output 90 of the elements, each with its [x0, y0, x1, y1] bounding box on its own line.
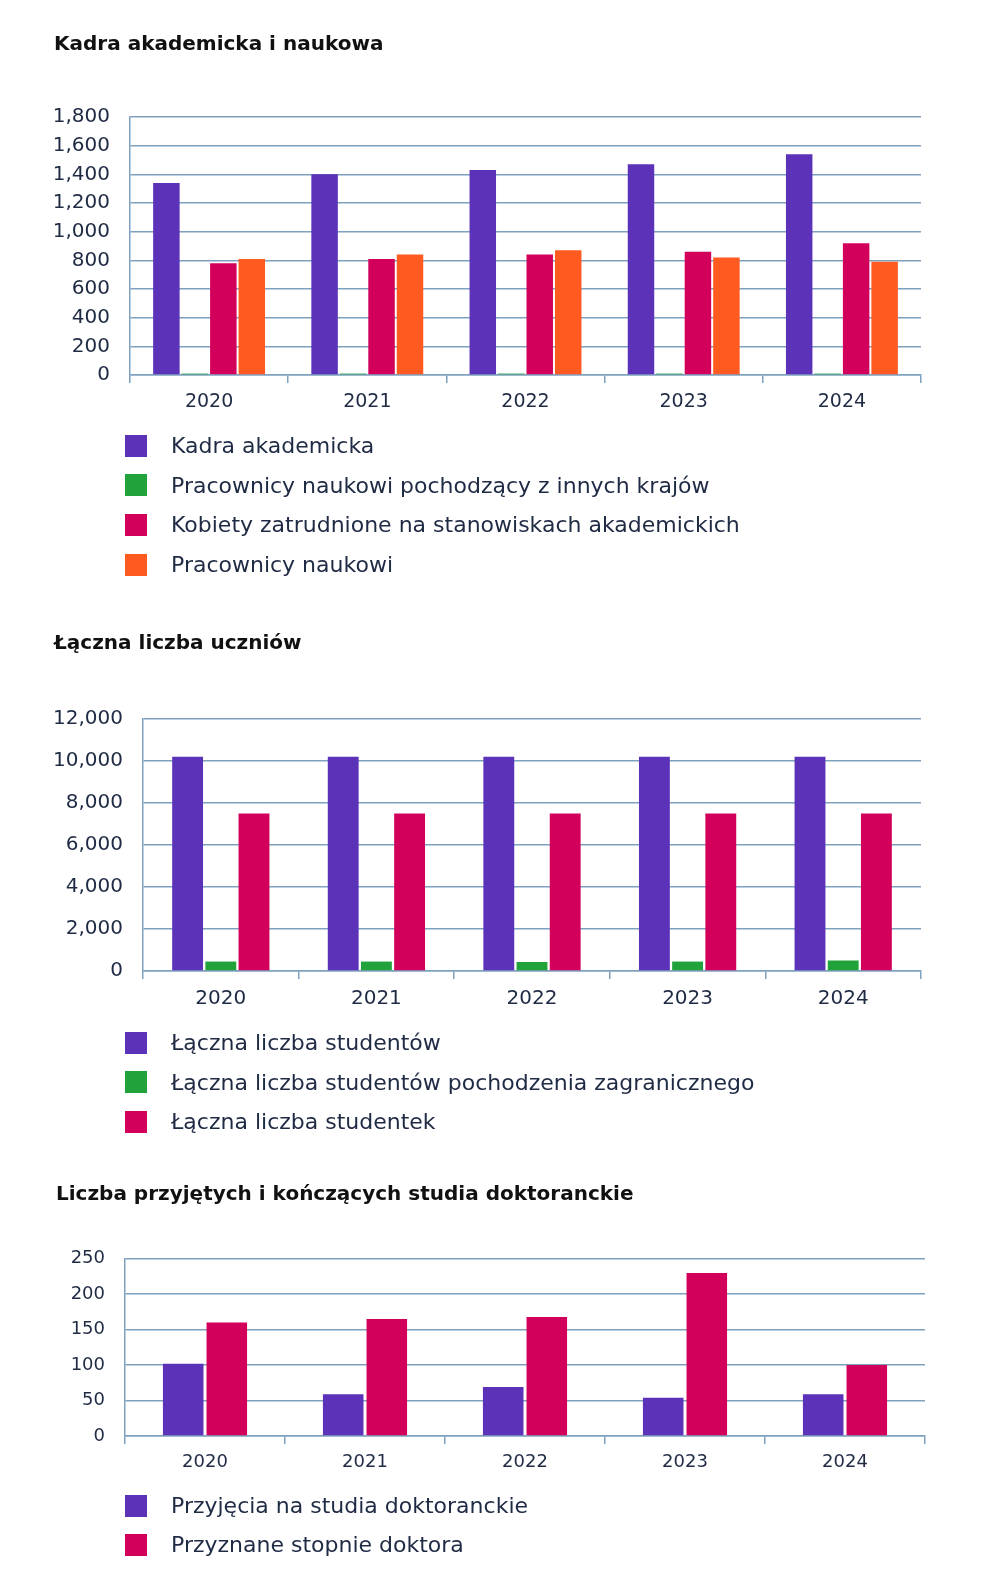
y-tick-label: 0 — [97, 361, 110, 386]
y-tick-label: 4,000 — [65, 873, 123, 898]
bar — [516, 961, 548, 971]
y-tick-label: 0 — [110, 957, 123, 982]
legend-label: Przyjęcia na studia doktoranckie — [171, 1493, 529, 1518]
bar — [672, 961, 704, 971]
bar — [686, 1272, 728, 1436]
y-tick-label: 1,200 — [52, 189, 110, 214]
chart-title: Kadra akademicka i naukowa — [54, 31, 384, 55]
y-tick-label: 1,000 — [52, 217, 110, 242]
bar — [526, 254, 553, 375]
y-tick-label: 200 — [70, 1281, 105, 1303]
bar — [785, 154, 813, 375]
y-tick-label: 800 — [71, 246, 110, 271]
y-tick-label: 1,400 — [52, 160, 110, 185]
bar — [205, 961, 237, 971]
y-tick-label: 400 — [71, 303, 110, 328]
bar — [327, 756, 359, 971]
legend-label: Przyznane stopnie doktora — [171, 1532, 464, 1557]
x-tick-label: 2023 — [659, 389, 708, 412]
bar — [713, 257, 740, 375]
bar — [846, 1365, 888, 1436]
bar — [368, 258, 395, 375]
bar — [627, 164, 655, 375]
legend-label: Pracownicy naukowi — [171, 552, 394, 578]
y-tick-label: 12,000 — [53, 705, 123, 730]
y-tick-label: 1,800 — [52, 103, 110, 128]
bar — [860, 813, 892, 971]
bar — [238, 258, 266, 375]
bar — [396, 254, 424, 375]
bar — [172, 756, 204, 971]
x-tick-label: 2024 — [817, 389, 867, 412]
y-tick-label: 150 — [70, 1317, 105, 1339]
bar — [469, 170, 497, 375]
bar — [802, 1394, 844, 1436]
y-tick-label: 0 — [93, 1423, 105, 1445]
bar — [554, 250, 582, 375]
y-tick-label: 6,000 — [65, 831, 123, 856]
legend-label: Łączna liczba studentek — [171, 1109, 436, 1135]
bar — [394, 813, 426, 971]
legend-label: Łączna liczba studentów pochodzenia zagranicznego — [171, 1069, 755, 1095]
bar — [842, 243, 870, 375]
bar — [827, 960, 859, 971]
bar — [684, 251, 712, 375]
x-tick-label: 2020 — [182, 1450, 228, 1472]
x-tick-label: 2020 — [195, 985, 247, 1010]
bar — [871, 261, 898, 375]
y-tick-label: 250 — [70, 1246, 105, 1268]
y-tick-label: 2,000 — [65, 915, 123, 940]
x-tick-label: 2021 — [343, 389, 392, 412]
y-tick-label: 50 — [82, 1388, 105, 1410]
y-tick-label: 100 — [70, 1352, 105, 1374]
x-tick-label: 2023 — [662, 985, 714, 1010]
bar — [366, 1319, 408, 1436]
bar — [638, 756, 670, 971]
chart-title: Łączna liczba uczniów — [54, 630, 302, 654]
y-tick-label: 1,600 — [52, 131, 110, 156]
y-tick-label: 8,000 — [65, 789, 123, 814]
bar — [153, 182, 180, 375]
x-tick-label: 2020 — [184, 389, 234, 412]
bar — [549, 813, 581, 971]
bar — [794, 756, 826, 971]
x-tick-label: 2024 — [822, 1450, 868, 1472]
bar — [322, 1394, 364, 1436]
bar — [642, 1397, 684, 1436]
x-tick-label: 2022 — [502, 1450, 548, 1472]
x-tick-label: 2024 — [817, 985, 869, 1010]
y-tick-label: 10,000 — [53, 747, 123, 772]
y-tick-label: 600 — [71, 275, 110, 300]
x-tick-label: 2021 — [350, 985, 402, 1010]
bar — [360, 961, 392, 971]
x-tick-label: 2022 — [501, 389, 550, 412]
x-tick-label: 2023 — [662, 1450, 708, 1472]
bar — [526, 1316, 568, 1436]
legend-label: Łączna liczba studentów — [171, 1030, 441, 1056]
x-tick-label: 2021 — [342, 1450, 388, 1472]
chart-title: Liczba przyjętych i kończących studia doktoranckie — [56, 1181, 634, 1205]
bar — [206, 1322, 248, 1436]
x-tick-label: 2022 — [506, 985, 558, 1010]
bar — [238, 813, 270, 971]
legend-label: Kadra akademicka — [171, 433, 375, 459]
bar — [483, 756, 515, 971]
legend-label: Kobiety zatrudnione na stanowiskach akademickich — [171, 512, 740, 538]
bar — [705, 813, 737, 971]
legend-label: Pracownicy naukowi pochodzący z innych krajów — [171, 472, 710, 498]
bar — [482, 1387, 524, 1436]
bar — [162, 1363, 204, 1436]
bar — [311, 174, 338, 375]
bar — [210, 263, 237, 375]
y-tick-label: 200 — [71, 332, 110, 357]
